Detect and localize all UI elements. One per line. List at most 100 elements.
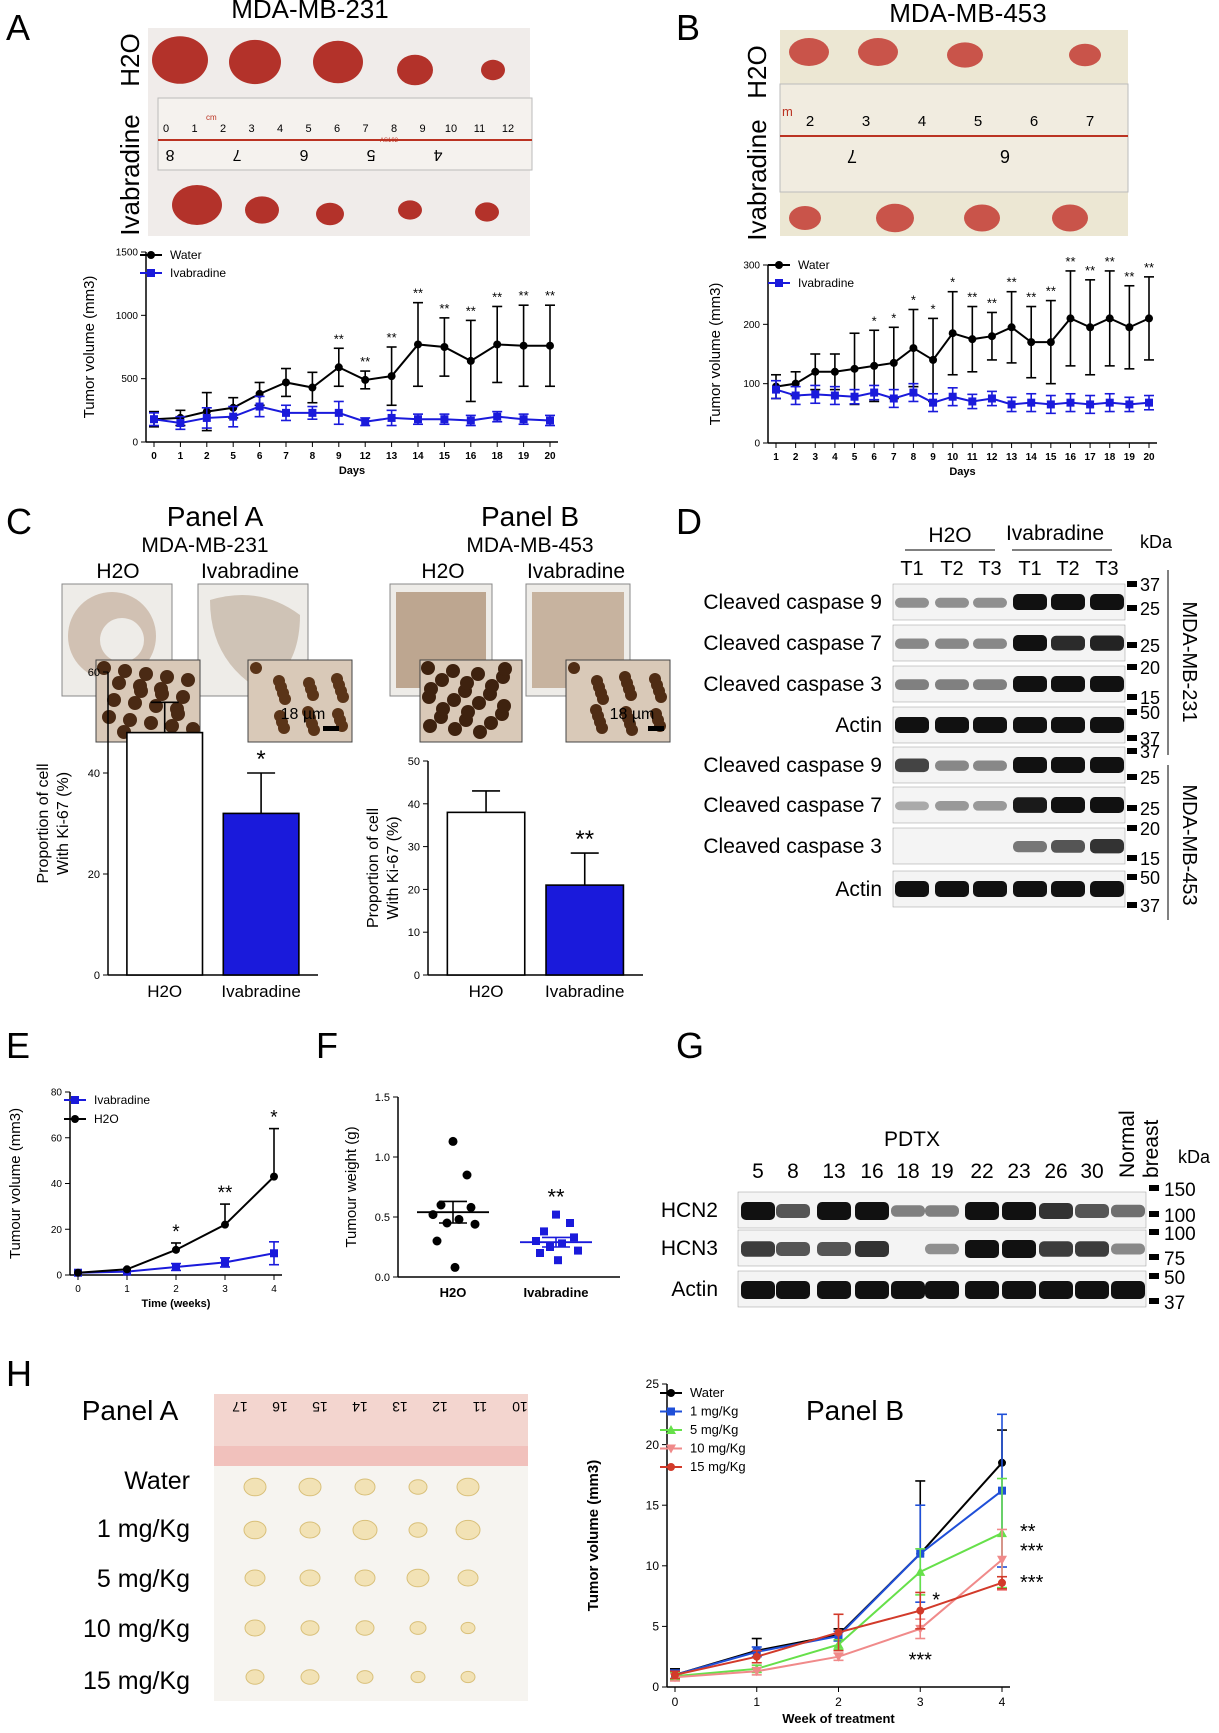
tumor — [245, 1669, 265, 1685]
nucleus — [139, 667, 153, 681]
panel-b-row-label-h2o: H2O — [742, 45, 772, 98]
panel-h-ruler-numbers: 17 16 15 14 13 12 11 10 — [232, 1399, 528, 1415]
lane-label: T1 — [1018, 558, 1041, 580]
blot-band — [1051, 757, 1085, 773]
significance-label: * — [872, 313, 877, 328]
blot-band — [855, 1241, 889, 1257]
x-tick-label: 15 — [439, 451, 451, 462]
marker-label: 50 — [1140, 868, 1160, 888]
tumor — [398, 200, 422, 220]
y-tick-label: 60 — [88, 667, 100, 679]
tumor — [455, 1519, 481, 1541]
blot-band — [1002, 1240, 1036, 1258]
lane-label: 19 — [930, 1160, 953, 1183]
ruler-number-inverted: 15 — [312, 1399, 328, 1415]
data-point — [948, 392, 957, 401]
marker-label: 20 — [1140, 819, 1160, 839]
data-point — [536, 1249, 544, 1257]
significance-label: ** — [387, 330, 397, 345]
y-axis-label: Tumor volume (mm3) — [81, 276, 98, 419]
panel-a-ruler — [157, 97, 533, 171]
panel-a-title: MDA-MB-231 — [231, 0, 388, 24]
x-tick-label: 13 — [386, 451, 398, 462]
x-tick-label: 11 — [967, 452, 978, 463]
ruler-number: 2 — [220, 123, 226, 135]
legend-marker — [775, 279, 783, 287]
nucleus — [128, 696, 142, 710]
tumor — [858, 38, 898, 66]
panel-letter-d: D — [676, 501, 702, 542]
scalebar-a — [323, 726, 339, 731]
blot-row-label: Cleaved caspase 3 — [703, 673, 882, 696]
blot-band — [973, 679, 1007, 691]
marker-label: 75 — [1164, 1249, 1185, 1270]
significance-label: *** — [1020, 1572, 1044, 1594]
blot-row-label: HCN3 — [661, 1237, 718, 1260]
marker-tick — [1149, 1229, 1159, 1235]
blot-band — [1013, 635, 1047, 651]
data-point — [1145, 398, 1153, 407]
nucleus — [176, 690, 190, 704]
blot-band — [891, 1281, 925, 1299]
panel-h-dose-labels: Water 1 mg/Kg 5 mg/Kg 10 mg/Kg 15 mg/Kg — [83, 1467, 190, 1695]
significance-label: ** — [1124, 269, 1134, 284]
ruler-number: 2 — [806, 113, 814, 130]
data-point — [751, 1667, 762, 1677]
marker-label: 20 — [1140, 658, 1160, 678]
blot-band — [925, 1205, 959, 1217]
panel-a-tumors-h2o — [152, 36, 505, 86]
significance-label: ** — [334, 331, 344, 346]
significance-label: * — [256, 746, 265, 773]
data-point — [968, 397, 977, 406]
significance-label: ** — [360, 354, 370, 369]
ruler-number-inverted: 6 — [299, 146, 308, 163]
blot-band — [776, 1204, 810, 1218]
tumor — [406, 1568, 430, 1588]
data-point — [546, 416, 554, 425]
marker-label: 37 — [1140, 742, 1160, 762]
legend-label: Ivabradine — [94, 1093, 150, 1107]
legend-label: Ivabradine — [798, 276, 854, 290]
blot-band — [973, 597, 1007, 608]
y-tick-label: 300 — [743, 261, 760, 272]
tumor — [460, 1670, 476, 1684]
data-point — [270, 1172, 278, 1181]
legend-label: Water — [170, 248, 202, 262]
blot-row-label: Cleaved caspase 7 — [703, 632, 882, 655]
chart-e-tumour-volume: 0 20 40 60 80 0 1 2 3 4 Time (weeks) Tumour volume … — [7, 1088, 282, 1310]
blot-row-label: Cleaved caspase 9 — [703, 754, 882, 777]
panel-b-tumors-ivabradine — [789, 203, 1088, 233]
marker-tick — [1127, 694, 1137, 700]
data-point — [1066, 314, 1075, 323]
x-tick-label: 20 — [1143, 452, 1155, 463]
blot-band — [935, 597, 969, 608]
data-point — [811, 367, 820, 376]
marker-label: 50 — [1140, 703, 1160, 723]
ruler-number: 4 — [277, 123, 283, 135]
y-tick-label: 0.0 — [375, 1272, 390, 1284]
tumor — [354, 1569, 376, 1587]
marker-tick — [1127, 581, 1137, 587]
data-point — [361, 375, 370, 384]
lane-label: 18 — [896, 1160, 919, 1183]
blot-band — [1039, 1281, 1073, 1299]
marker-tick — [1127, 855, 1137, 861]
nucleus — [484, 716, 498, 730]
marker-label: 25 — [1140, 636, 1160, 656]
y-tick-label: 40 — [408, 799, 420, 811]
blot-band — [1090, 839, 1124, 854]
x-tick-label: 16 — [465, 451, 477, 462]
legend-marker — [147, 251, 155, 259]
x-tick-label: 3 — [917, 1695, 924, 1709]
blot-band — [935, 679, 969, 691]
lane-label-breast: breast — [1140, 1119, 1163, 1178]
marker-tick — [1127, 902, 1137, 908]
tumor — [313, 40, 363, 84]
blot-band — [1002, 1202, 1036, 1220]
marker-tick — [1127, 748, 1137, 754]
data-point — [752, 1652, 761, 1661]
data-point — [1086, 400, 1095, 409]
data-point — [566, 1219, 574, 1227]
legend-marker — [147, 269, 155, 277]
panel-letter-e: E — [6, 1025, 30, 1066]
